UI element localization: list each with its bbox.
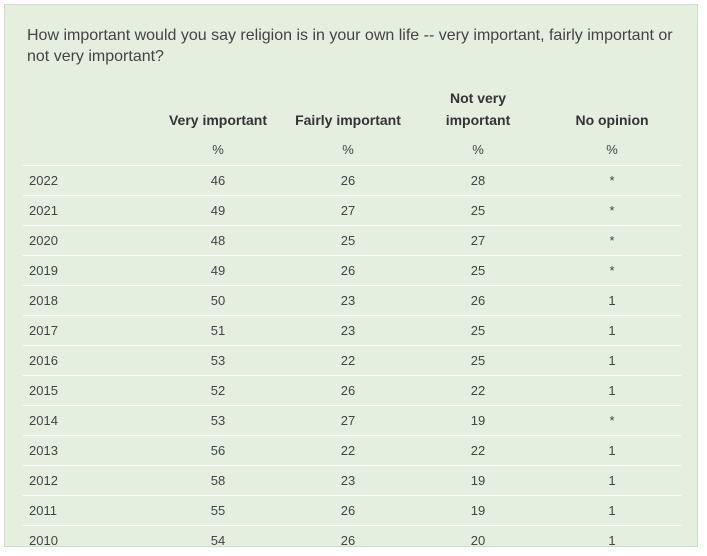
table-row: 2019 49 26 25 * (23, 255, 681, 286)
fairly-important-cell: 27 (283, 195, 413, 226)
table-row: 2022 46 26 28 * (23, 165, 681, 196)
not-very-important-cell: 19 (413, 495, 543, 526)
year-cell: 2021 (23, 195, 153, 226)
very-important-cell: 54 (153, 525, 283, 556)
year-cell: 2012 (23, 465, 153, 496)
very-important-cell: 49 (153, 255, 283, 286)
table-row: 2011 55 26 19 1 (23, 495, 681, 526)
fairly-important-cell: 26 (283, 165, 413, 196)
results-table: Very important Fairly important Not very… (23, 83, 681, 556)
year-cell: 2016 (23, 345, 153, 376)
year-cell: 2022 (23, 165, 153, 196)
fairly-important-cell: 25 (283, 225, 413, 256)
not-very-important-cell: 25 (413, 345, 543, 376)
no-opinion-cell: 1 (543, 525, 681, 556)
year-cell: 2017 (23, 315, 153, 346)
table-row: 2010 54 26 20 1 (23, 525, 681, 556)
header-year (23, 83, 153, 133)
very-important-cell: 48 (153, 225, 283, 256)
not-very-important-cell: 25 (413, 195, 543, 226)
fairly-important-cell: 22 (283, 435, 413, 466)
fairly-important-cell: 22 (283, 345, 413, 376)
fairly-important-cell: 26 (283, 495, 413, 526)
no-opinion-cell: 1 (543, 375, 681, 406)
table-row: 2017 51 23 25 1 (23, 315, 681, 346)
header-row: Very important Fairly important Not very… (23, 83, 681, 133)
results-card: How important would you say religion is … (4, 4, 698, 556)
not-very-important-cell: 19 (413, 405, 543, 436)
question-text: How important would you say religion is … (27, 27, 673, 65)
table-row: 2016 53 22 25 1 (23, 345, 681, 376)
unit-very-important: % (153, 133, 283, 166)
very-important-cell: 58 (153, 465, 283, 496)
very-important-cell: 53 (153, 345, 283, 376)
very-important-cell: 52 (153, 375, 283, 406)
no-opinion-cell: 1 (543, 495, 681, 526)
not-very-important-cell: 19 (413, 465, 543, 496)
year-cell: 2014 (23, 405, 153, 436)
no-opinion-cell: * (543, 225, 681, 256)
units-row: % % % % (23, 133, 681, 166)
not-very-important-cell: 22 (413, 375, 543, 406)
unit-fairly-important: % (283, 133, 413, 166)
no-opinion-cell: * (543, 405, 681, 436)
unit-not-very-important: % (413, 133, 543, 166)
not-very-important-cell: 20 (413, 525, 543, 556)
fairly-important-cell: 26 (283, 525, 413, 556)
very-important-cell: 46 (153, 165, 283, 196)
not-very-important-cell: 25 (413, 315, 543, 346)
table-row: 2014 53 27 19 * (23, 405, 681, 436)
year-cell: 2018 (23, 285, 153, 316)
table-row: 2012 58 23 19 1 (23, 465, 681, 496)
fairly-important-cell: 26 (283, 255, 413, 286)
not-very-important-cell: 25 (413, 255, 543, 286)
no-opinion-cell: 1 (543, 285, 681, 316)
year-cell: 2013 (23, 435, 153, 466)
very-important-cell: 51 (153, 315, 283, 346)
year-cell: 2020 (23, 225, 153, 256)
not-very-important-cell: 22 (413, 435, 543, 466)
unit-no-opinion: % (543, 133, 681, 166)
header-fairly-important: Fairly important (295, 112, 401, 128)
fairly-important-cell: 26 (283, 375, 413, 406)
table-row: 2021 49 27 25 * (23, 195, 681, 226)
header-very-important: Very important (168, 112, 268, 128)
very-important-cell: 56 (153, 435, 283, 466)
table-row: 2018 50 23 26 1 (23, 285, 681, 316)
very-important-cell: 49 (153, 195, 283, 226)
no-opinion-cell: 1 (543, 465, 681, 496)
no-opinion-cell: * (543, 165, 681, 196)
unit-year (23, 133, 153, 166)
fairly-important-cell: 23 (283, 285, 413, 316)
not-very-important-cell: 27 (413, 225, 543, 256)
not-very-important-cell: 26 (413, 285, 543, 316)
no-opinion-cell: 1 (543, 435, 681, 466)
header-no-opinion: No opinion (575, 112, 649, 128)
table-row: 2015 52 26 22 1 (23, 375, 681, 406)
very-important-cell: 53 (153, 405, 283, 436)
year-cell: 2010 (23, 525, 153, 556)
year-cell: 2011 (23, 495, 153, 526)
very-important-cell: 55 (153, 495, 283, 526)
table-row: 2013 56 22 22 1 (23, 435, 681, 466)
no-opinion-cell: * (543, 195, 681, 226)
no-opinion-cell: 1 (543, 345, 681, 376)
year-cell: 2019 (23, 255, 153, 286)
fairly-important-cell: 27 (283, 405, 413, 436)
fairly-important-cell: 23 (283, 315, 413, 346)
table-row: 2020 48 25 27 * (23, 225, 681, 256)
no-opinion-cell: * (543, 255, 681, 286)
year-cell: 2015 (23, 375, 153, 406)
very-important-cell: 50 (153, 285, 283, 316)
no-opinion-cell: 1 (543, 315, 681, 346)
fairly-important-cell: 23 (283, 465, 413, 496)
not-very-important-cell: 28 (413, 165, 543, 196)
header-not-very-important: Not very important (445, 90, 511, 128)
table-body: 2022 46 26 28 * 2021 49 27 25 * 2020 48 25 27 * 2019 49 2… (23, 165, 681, 556)
